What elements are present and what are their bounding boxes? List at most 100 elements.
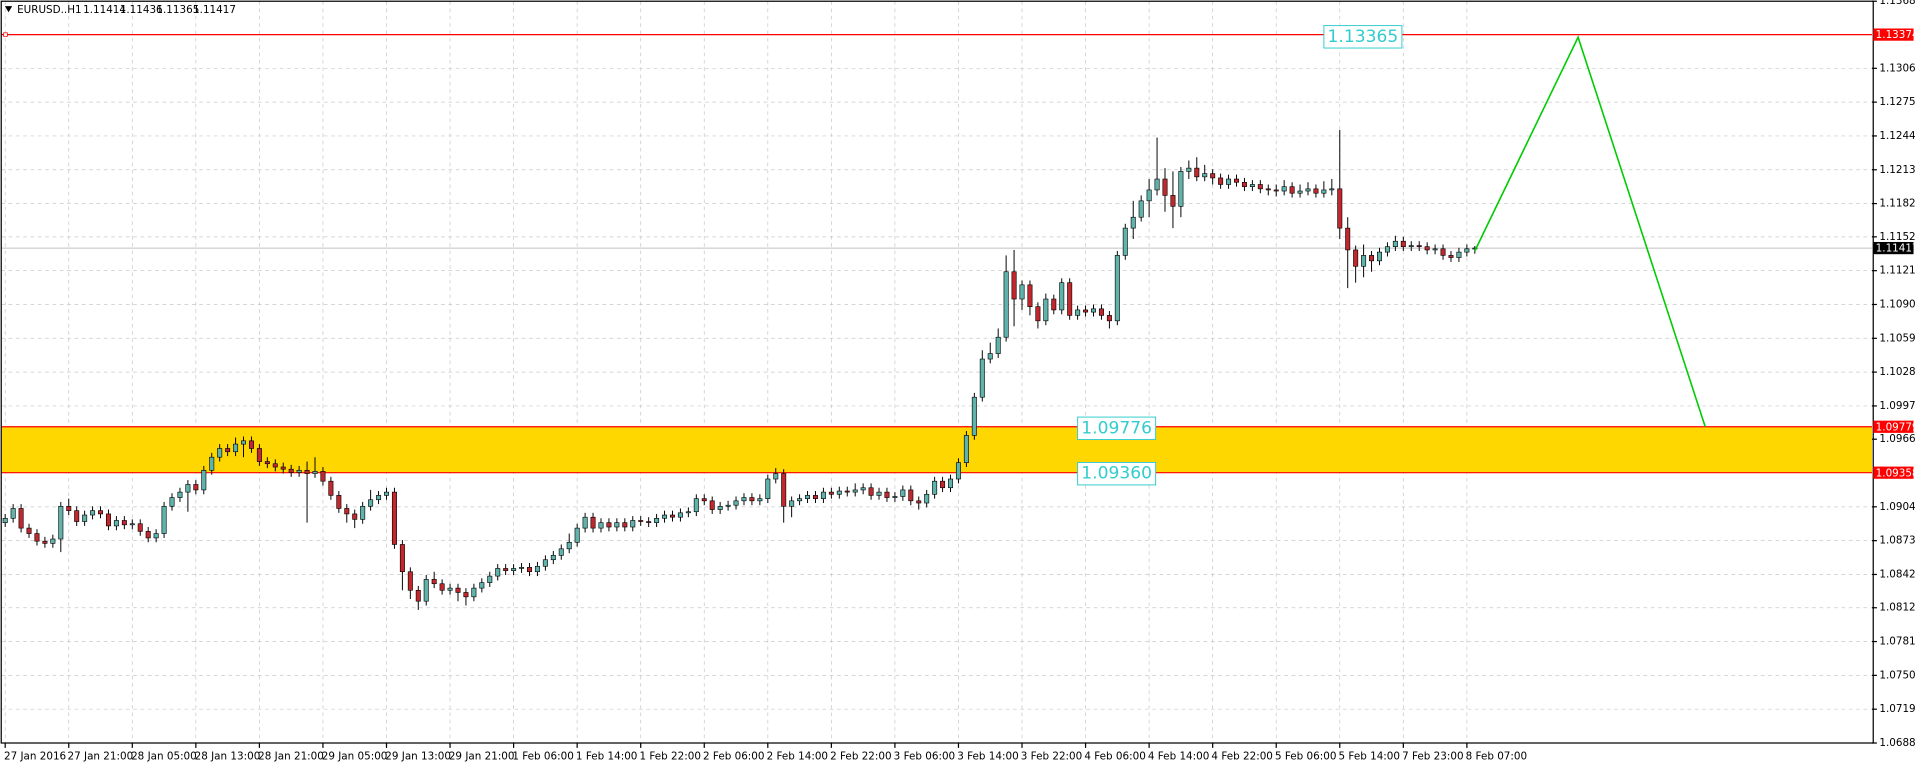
candle-body [558,548,564,556]
price-tag-label: 1.13374 [1876,29,1916,41]
candle-body [685,511,691,514]
candle-body [58,505,64,540]
candle-body [185,484,191,493]
candle-body [336,495,342,509]
candle-body [677,512,683,518]
candle-body [18,508,24,529]
candles [2,129,1478,610]
candle-body [113,520,119,527]
price-tag [1873,241,1914,255]
y-tick-label: 1.09045 [1879,501,1916,513]
candle-body [1194,167,1200,178]
candle-body [892,496,898,498]
candle-body [717,505,723,510]
y-tick-label: 1.11825 [1879,198,1916,210]
candle-body [1218,177,1224,185]
candle-body [805,495,811,499]
x-tick-label: 5 Feb 14:00 [1339,750,1400,762]
candle-body [908,489,914,502]
annotation: 1.09360 [1081,464,1152,484]
candle-body [836,490,842,495]
candle-body [1472,247,1478,250]
candle-body [948,478,954,489]
candle-body [820,491,826,499]
candle-body [963,435,969,463]
candle-body [487,575,493,583]
annotation-box [1323,25,1403,49]
candle-body [566,541,572,550]
forecast-line [1474,35,1706,427]
y-tick-label: 1.11520 [1879,231,1916,243]
candle-body [1043,298,1049,322]
high: 1.11436 [120,4,163,16]
candle-body [574,527,580,543]
candle-body [852,489,858,493]
candle-body [995,336,1001,354]
candle-body [534,565,540,573]
candle-body [1305,188,1311,192]
candle-body [1408,245,1414,247]
x-tick-label: 2 Feb 22:00 [830,750,891,762]
candle-body [320,471,326,482]
candle-body [169,497,175,507]
y-tick-label: 1.12755 [1879,96,1916,108]
candle-body [1281,186,1287,192]
candle-body [129,523,135,526]
candle-body [1241,181,1247,187]
candle-body [201,469,207,491]
symbol: EURUSD..H1 [17,4,82,16]
candle-body [2,517,8,523]
candle-body [74,510,80,522]
y-tick-label: 1.08735 [1879,535,1916,547]
candle-body [519,567,525,569]
candle-body [455,587,461,593]
candle-body [399,544,405,573]
candle-body [765,478,771,499]
candle-body [1067,282,1073,316]
candle-body [1369,255,1375,262]
menu-icon[interactable] [4,6,13,13]
candle-body [1091,308,1096,313]
candle-body [1448,255,1454,258]
candle-body [773,473,779,480]
candle-body [1226,178,1232,185]
x-tick-label: 29 Jan 05:00 [322,750,388,762]
candle-body [105,513,111,527]
candle-body [360,505,366,520]
candle-body [1003,271,1009,338]
candle-body [1202,173,1208,178]
open: 1.11414 [83,4,126,16]
x-tick-label: 2 Feb 06:00 [703,750,764,762]
candle-body [1321,189,1327,194]
candle-body [1154,178,1160,191]
candle-body [241,440,247,445]
candle-body [971,396,977,436]
candle-body [662,514,668,519]
candle-body [233,443,239,453]
price-tag [1873,28,1914,41]
candle-body [415,589,421,602]
candle-body [781,473,787,507]
candle-body [177,491,183,498]
candle-body [812,495,818,499]
candle-body [1273,189,1279,192]
candle-body [606,522,612,528]
x-tick-label: 3 Feb 14:00 [957,750,1018,762]
candle-body [1265,188,1271,191]
candle-body [527,567,532,573]
candle-body [669,514,675,518]
candle-body [256,448,262,462]
candle-body [1106,315,1112,322]
candle-body [590,516,596,529]
candle-body [407,571,413,591]
candle-body [1146,189,1152,202]
candle-body [733,500,739,506]
line-handle [3,32,8,37]
candle-body [1130,216,1136,229]
candle-body [598,522,604,529]
candle-body [1083,309,1089,313]
price-tag [1873,420,1914,433]
x-tick-label: 1 Feb 14:00 [576,750,637,762]
candle-body [693,498,699,513]
